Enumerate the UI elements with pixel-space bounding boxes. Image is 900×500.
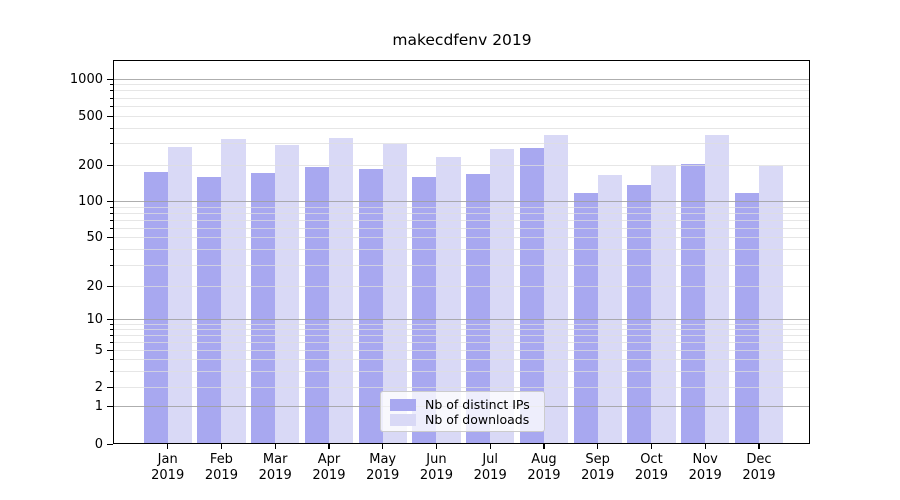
- y-tick-mark-0: [107, 443, 113, 445]
- y-tick-mark-50: [107, 237, 113, 239]
- x-tick-label-nov: Nov 2019: [688, 452, 722, 483]
- y-tick-mark-30: [109, 264, 113, 266]
- plot-area: [113, 60, 810, 444]
- x-tick-mark-jul: [489, 444, 491, 449]
- y-tick-label-100: 100: [78, 194, 103, 210]
- y-tick-mark-70: [109, 219, 113, 221]
- x-tick-label-jul: Jul 2019: [473, 452, 507, 483]
- x-tick-mark-jun: [435, 444, 438, 449]
- y-tick-mark-8: [109, 328, 113, 330]
- x-tick-label-jun: Jun 2019: [419, 452, 453, 483]
- x-tick-label-feb: Feb 2019: [204, 452, 238, 483]
- y-tick-mark-60: [109, 227, 113, 229]
- y-tick-mark-7: [109, 334, 113, 336]
- y-tick-mark-1: [107, 405, 113, 407]
- bar-ips-apr: [304, 166, 329, 444]
- y-tick-mark-900: [109, 84, 113, 86]
- bar-downloads-jan: [167, 147, 192, 444]
- x-tick-label-apr: Apr 2019: [312, 452, 346, 483]
- y-tick-label-2: 2: [94, 380, 103, 396]
- y-tick-mark-800: [109, 90, 113, 92]
- y-tick-label-1: 1: [94, 398, 103, 414]
- y-tick-label-50: 50: [86, 230, 103, 246]
- y-tick-mark-4: [109, 359, 113, 361]
- y-tick-label-5: 5: [94, 343, 103, 359]
- y-tick-mark-5: [107, 350, 113, 352]
- bar-downloads-feb: [221, 139, 246, 444]
- bar-downloads-mar: [275, 145, 300, 444]
- y-tick-mark-600: [109, 105, 113, 107]
- y-tick-label-1000: 1000: [69, 71, 103, 87]
- legend-label-downloads: Nb of downloads: [425, 412, 530, 427]
- x-tick-mark-mar: [274, 444, 276, 449]
- bar-ips-jan: [143, 172, 168, 444]
- x-tick-mark-oct: [650, 444, 653, 449]
- y-tick-mark-100: [107, 201, 113, 203]
- y-tick-mark-300: [109, 142, 113, 144]
- y-tick-label-20: 20: [86, 279, 103, 295]
- y-tick-mark-10: [107, 318, 113, 320]
- bar-ips-nov: [681, 163, 706, 444]
- y-tick-mark-90: [109, 206, 113, 208]
- y-tick-label-0: 0: [94, 436, 103, 452]
- bar-ips-feb: [197, 177, 222, 444]
- y-tick-label-10: 10: [86, 311, 103, 327]
- legend-swatch-distinct-ips: [390, 398, 416, 411]
- x-tick-mark-nov: [704, 444, 706, 449]
- y-tick-mark-200: [107, 164, 113, 166]
- bar-ips-mar: [251, 173, 276, 444]
- bar-downloads-oct: [651, 165, 676, 444]
- y-tick-mark-3: [109, 370, 113, 372]
- chart-title: makecdfenv 2019: [392, 31, 532, 49]
- x-tick-label-jan: Jan 2019: [151, 452, 185, 483]
- y-tick-label-200: 200: [78, 157, 103, 173]
- x-tick-mark-feb: [220, 444, 223, 449]
- x-tick-mark-aug: [543, 444, 545, 449]
- y-tick-mark-700: [109, 97, 113, 99]
- bar-downloads-dec: [758, 165, 784, 444]
- y-tick-mark-500: [107, 115, 113, 117]
- y-tick-mark-40: [109, 249, 113, 251]
- x-tick-label-aug: Aug 2019: [527, 452, 561, 483]
- x-tick-label-mar: Mar 2019: [258, 452, 292, 483]
- y-tick-mark-2: [107, 387, 113, 389]
- x-tick-mark-sep: [597, 444, 599, 449]
- legend: Nb of distinct IPs Nb of downloads: [380, 391, 545, 432]
- bar-ips-oct: [627, 184, 652, 444]
- bar-ips-dec: [734, 193, 759, 444]
- x-tick-mark-may: [382, 444, 384, 449]
- bars-layer: [113, 60, 810, 444]
- bar-ips-may: [358, 169, 383, 444]
- x-tick-label-may: May 2019: [366, 452, 400, 483]
- bar-downloads-aug: [543, 135, 569, 444]
- y-tick-mark-80: [109, 212, 113, 214]
- bar-downloads-sep: [597, 175, 622, 444]
- legend-row-ips: Nb of distinct IPs: [390, 397, 536, 412]
- y-tick-mark-9: [109, 323, 113, 325]
- y-tick-mark-6: [109, 341, 113, 343]
- x-tick-label-oct: Oct 2019: [634, 452, 668, 483]
- x-tick-mark-jan: [167, 444, 169, 449]
- legend-label-distinct-ips: Nb of distinct IPs: [425, 397, 530, 412]
- x-tick-label-sep: Sep 2019: [581, 452, 615, 483]
- bar-downloads-apr: [328, 138, 354, 444]
- x-tick-mark-dec: [758, 444, 760, 449]
- y-tick-mark-20: [107, 286, 113, 288]
- legend-swatch-downloads: [390, 413, 416, 426]
- bar-downloads-nov: [705, 134, 730, 444]
- x-tick-label-dec: Dec 2019: [742, 452, 776, 483]
- bar-ips-sep: [573, 193, 598, 444]
- x-tick-mark-apr: [328, 444, 330, 449]
- y-tick-label-500: 500: [78, 108, 103, 124]
- y-tick-mark-1000: [107, 78, 113, 80]
- y-tick-mark-400: [109, 127, 113, 129]
- legend-row-downloads: Nb of downloads: [390, 412, 536, 427]
